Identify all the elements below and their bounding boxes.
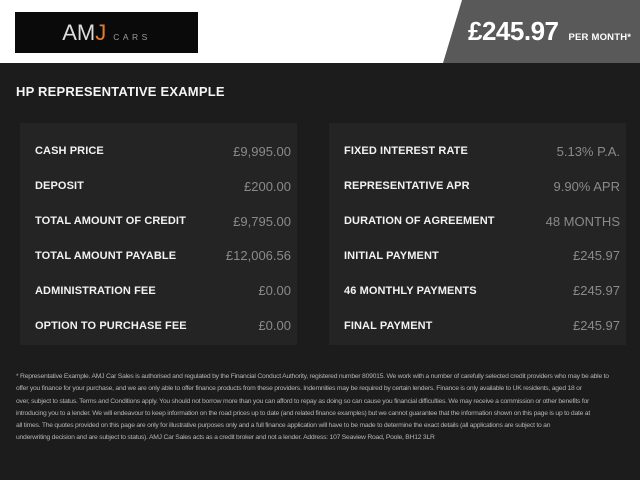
finance-label: CASH PRICE xyxy=(35,145,104,158)
section-title: HP REPRESENTATIVE EXAMPLE xyxy=(16,84,225,99)
finance-value: £0.00 xyxy=(258,283,291,299)
finance-label: TOTAL AMOUNT OF CREDIT xyxy=(35,215,186,228)
logo-text: AM J CARS xyxy=(62,20,151,46)
finance-value: 48 MONTHS xyxy=(545,213,620,229)
disclaimer-line: all times. The quotes provided on this p… xyxy=(16,422,551,430)
representative-example-disclaimer: * Representative Example. AMJ Car Sales … xyxy=(16,371,628,445)
disclaimer-line: underwriting decision and are subject to… xyxy=(16,434,435,442)
disclaimer-line: * Representative Example. AMJ Car Sales … xyxy=(16,373,609,380)
monthly-price-banner: £245.97 PER MONTH* xyxy=(443,0,640,63)
finance-value: 9.90% APR xyxy=(553,178,621,194)
amj-cars-logo[interactable]: AM J CARS xyxy=(15,12,198,53)
finance-label: FIXED INTEREST RATE xyxy=(344,145,468,158)
finance-example-section: HP REPRESENTATIVE EXAMPLE CASH PRICE £9,… xyxy=(0,63,640,480)
finance-panel-left: CASH PRICE £9,995.00 DEPOSIT £200.00 TOT… xyxy=(20,123,297,345)
finance-label: FINAL PAYMENT xyxy=(344,319,433,332)
top-band: AM J CARS £245.97 PER MONTH* xyxy=(0,0,640,63)
finance-value: £9,995.00 xyxy=(233,143,291,159)
finance-row-monthly-payments: 46 MONTHLY PAYMENTS £245.97 xyxy=(344,273,620,308)
finance-row-duration: DURATION OF AGREEMENT 48 MONTHS xyxy=(344,204,620,239)
logo-part-am: AM xyxy=(62,19,96,45)
disclaimer-line: offer you finance for your purchase, and… xyxy=(16,385,582,393)
finance-label: ADMINISTRATION FEE xyxy=(35,284,156,297)
finance-label: OPTION TO PURCHASE FEE xyxy=(35,319,187,332)
finance-panels: CASH PRICE £9,995.00 DEPOSIT £200.00 TOT… xyxy=(20,123,626,345)
finance-row-cash-price: CASH PRICE £9,995.00 xyxy=(35,134,291,169)
finance-row-interest-rate: FIXED INTEREST RATE 5.13% P.A. xyxy=(344,134,620,169)
monthly-price-period: PER MONTH* xyxy=(568,32,632,43)
disclaimer-line: introducing you to a lender. We will end… xyxy=(16,409,590,417)
finance-row-purchase-fee: OPTION TO PURCHASE FEE £0.00 xyxy=(35,308,291,343)
monthly-price-amount: £245.97 xyxy=(468,16,559,46)
finance-row-initial-payment: INITIAL PAYMENT £245.97 xyxy=(344,238,620,273)
finance-row-apr: REPRESENTATIVE APR 9.90% APR xyxy=(344,169,620,204)
finance-value: £200.00 xyxy=(244,178,291,194)
finance-panel-right: FIXED INTEREST RATE 5.13% P.A. REPRESENT… xyxy=(329,123,626,345)
finance-row-total-credit: TOTAL AMOUNT OF CREDIT £9,795.00 xyxy=(35,204,291,239)
finance-value: £245.97 xyxy=(573,283,620,299)
finance-row-admin-fee: ADMINISTRATION FEE £0.00 xyxy=(35,273,291,308)
finance-label: TOTAL AMOUNT PAYABLE xyxy=(35,249,177,262)
finance-value: £245.97 xyxy=(573,248,620,264)
finance-row-total-payable: TOTAL AMOUNT PAYABLE £12,006.56 xyxy=(35,238,291,273)
finance-value: £0.00 xyxy=(258,318,291,334)
logo-part-cars: CARS xyxy=(113,31,151,42)
logo-part-j: J xyxy=(95,19,107,45)
finance-label: DEPOSIT xyxy=(35,180,84,193)
finance-value: 5.13% P.A. xyxy=(556,143,620,159)
finance-value: £12,006.56 xyxy=(225,248,291,264)
finance-value: £245.97 xyxy=(573,318,620,334)
finance-label: INITIAL PAYMENT xyxy=(344,249,439,262)
disclaimer-line: over, subject to status. Terms and Condi… xyxy=(16,397,590,405)
finance-row-final-payment: FINAL PAYMENT £245.97 xyxy=(344,308,620,343)
finance-row-deposit: DEPOSIT £200.00 xyxy=(35,169,291,204)
finance-value: £9,795.00 xyxy=(233,213,291,229)
finance-label: DURATION OF AGREEMENT xyxy=(344,215,495,228)
finance-label: 46 MONTHLY PAYMENTS xyxy=(344,284,477,297)
finance-label: REPRESENTATIVE APR xyxy=(344,180,470,193)
